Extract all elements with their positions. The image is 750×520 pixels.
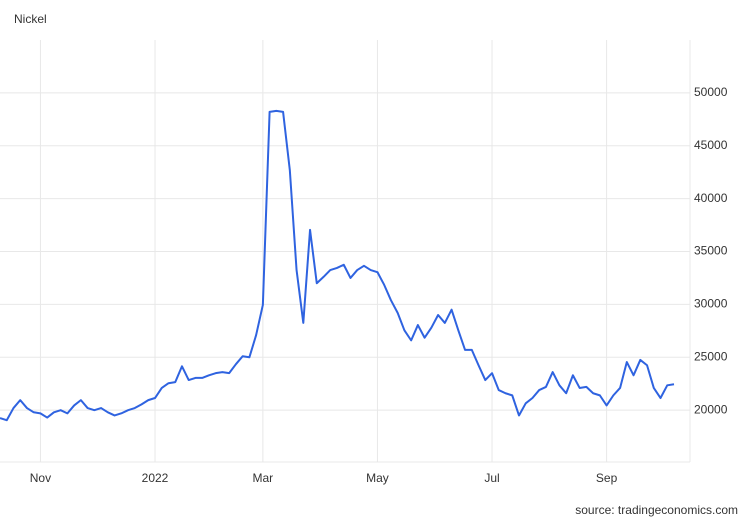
y-tick-label: 50000 bbox=[694, 85, 728, 99]
source-note: source: tradingeconomics.com bbox=[575, 503, 738, 517]
y-tick-label: 45000 bbox=[694, 138, 728, 152]
y-tick-label: 40000 bbox=[694, 191, 728, 205]
y-tick-label: 30000 bbox=[694, 297, 728, 311]
x-tick-label: May bbox=[366, 471, 389, 485]
data-line bbox=[0, 109, 675, 422]
y-tick-label: 25000 bbox=[694, 349, 728, 363]
x-tick-label: Sep bbox=[596, 471, 618, 485]
x-tick-label: Mar bbox=[253, 471, 274, 485]
y-tick-label: 20000 bbox=[694, 402, 728, 416]
y-tick-label: 35000 bbox=[694, 244, 728, 258]
x-tick-label: Jul bbox=[484, 471, 499, 485]
chart-title: Nickel bbox=[14, 12, 47, 26]
x-tick-label: Nov bbox=[30, 471, 51, 485]
x-tick-label: 2022 bbox=[142, 471, 169, 485]
